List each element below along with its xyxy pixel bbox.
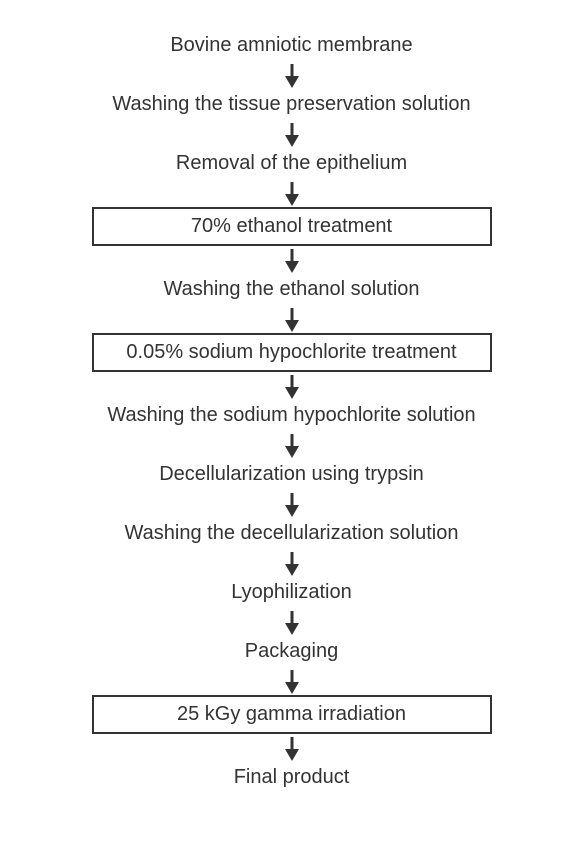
step-3: Removal of the epithelium <box>166 148 417 179</box>
step-10: Lyophilization <box>221 577 361 608</box>
arrow-icon <box>282 120 302 148</box>
arrow-icon <box>282 372 302 400</box>
arrow-icon <box>282 734 302 762</box>
step-11: Packaging <box>235 636 348 667</box>
step-13: Final product <box>224 762 360 793</box>
arrow-icon <box>282 305 302 333</box>
step-1: Bovine amniotic membrane <box>160 30 422 61</box>
arrow-icon <box>282 667 302 695</box>
step-7: Washing the sodium hypochlorite solution <box>97 400 485 431</box>
step-8: Decellularization using trypsin <box>149 459 434 490</box>
arrow-icon <box>282 61 302 89</box>
step-4-boxed: 70% ethanol treatment <box>92 207 492 246</box>
step-5: Washing the ethanol solution <box>153 274 429 305</box>
arrow-icon <box>282 490 302 518</box>
arrow-icon <box>282 246 302 274</box>
step-9: Washing the decellularization solution <box>115 518 469 549</box>
step-6-boxed: 0.05% sodium hypochlorite treatment <box>92 333 492 372</box>
arrow-icon <box>282 549 302 577</box>
step-12-boxed: 25 kGy gamma irradiation <box>92 695 492 734</box>
arrow-icon <box>282 608 302 636</box>
flowchart-container: Bovine amniotic membrane Washing the tis… <box>92 30 492 793</box>
step-2: Washing the tissue preservation solution <box>102 89 480 120</box>
arrow-icon <box>282 431 302 459</box>
arrow-icon <box>282 179 302 207</box>
